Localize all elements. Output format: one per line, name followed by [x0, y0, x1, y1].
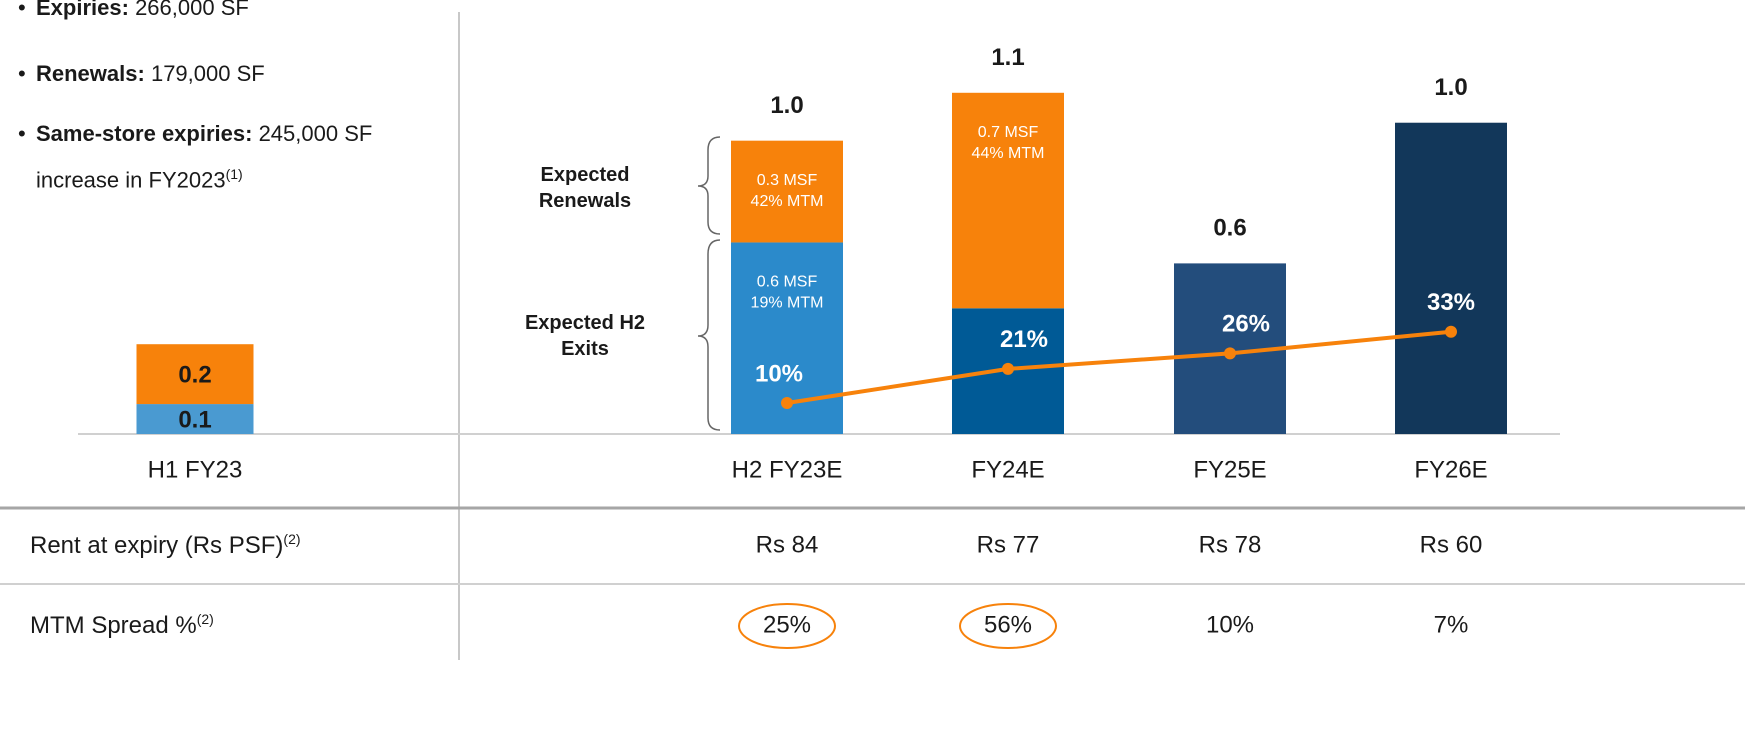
bullet-dot: • — [18, 0, 26, 20]
line-label: 26% — [1222, 311, 1270, 338]
line-label: 10% — [755, 360, 803, 387]
footnote: (2) — [283, 531, 301, 547]
bullet-body: 266,000 SF — [135, 0, 249, 20]
table-cell: Rs 84 — [756, 531, 819, 558]
line-label: 33% — [1427, 289, 1475, 316]
bullet: • Renewals: 179,000 SF — [18, 54, 448, 94]
line — [786, 329, 1452, 405]
line-point — [1445, 325, 1457, 338]
value-label: 0.3 MSF — [757, 172, 818, 189]
brace-label: Expected Renewals — [538, 164, 632, 212]
value-label: 0.6 MSF — [757, 274, 818, 291]
table-cell: Rs 78 — [1199, 531, 1262, 558]
row-label-text: MTM Spread % — [30, 612, 197, 639]
line-point — [1002, 362, 1014, 375]
x-tick-label: FY26E — [1414, 456, 1487, 483]
x-tick-label: H1 FY23 — [148, 456, 243, 483]
line-point — [1224, 347, 1236, 360]
bullet-bold: Renewals: — [36, 61, 145, 86]
bullet-text: Expiries: 266,000 SF — [36, 0, 446, 28]
x-tick-label: H2 FY23E — [732, 456, 843, 483]
bullet: • Expiries: 266,000 SF — [18, 0, 448, 28]
x-tick-label: FY25E — [1193, 456, 1266, 483]
row-label: MTM Spread %(2) — [30, 611, 214, 640]
value-label: 0.2 — [178, 361, 211, 388]
total-label: 1.0 — [770, 92, 803, 119]
highlight-circle — [738, 603, 836, 649]
footnote: (2) — [196, 611, 214, 627]
brace-label: Expected H2 Exits — [524, 312, 646, 360]
table-cell: 56% — [984, 611, 1032, 638]
row-label: Rent at expiry (Rs PSF)(2) — [30, 531, 301, 560]
bullet: • Same-store expiries: 245,000 SF increas… — [18, 114, 448, 200]
table-cell: Rs 77 — [977, 531, 1040, 558]
highlight-circle — [959, 603, 1057, 649]
total-label: 1.1 — [991, 44, 1024, 71]
bullet-text: Same-store expiries: 245,000 SF increase… — [36, 114, 446, 200]
bar-segment — [1395, 122, 1507, 435]
value-label: 0.1 — [178, 406, 211, 433]
line-label: 21% — [1000, 326, 1048, 353]
mtm-label: 19% MTM — [751, 295, 824, 312]
bar-segment — [136, 404, 254, 434]
mtm-label: 42% MTM — [751, 193, 824, 210]
brace — [697, 136, 721, 235]
mtm-label: 44% MTM — [972, 145, 1045, 162]
bar-segment — [952, 92, 1064, 309]
bullet-text: Renewals: 179,000 SF — [36, 54, 446, 94]
table-cell: Rs 60 — [1420, 531, 1483, 558]
table-cell: 10% — [1206, 611, 1254, 638]
footnote: (1) — [225, 166, 243, 182]
bullet-body: 179,000 SF — [150, 61, 265, 86]
table-cell: 25% — [763, 611, 811, 638]
row-label-text: Rent at expiry (Rs PSF) — [30, 532, 284, 559]
bullet-dot: • — [18, 61, 26, 86]
line-point — [781, 397, 793, 409]
brace — [697, 239, 721, 431]
x-tick-label: FY24E — [971, 456, 1044, 483]
bar-segment — [731, 140, 843, 243]
total-label: 0.6 — [1213, 215, 1246, 242]
bullet-dot: • — [18, 121, 26, 146]
bullet-bold: Same-store expiries: — [36, 121, 253, 146]
value-label: 0.7 MSF — [978, 124, 1039, 141]
bullet-body: 245,000 SF increase in FY2023 — [36, 121, 373, 193]
bar-segment — [136, 344, 254, 405]
bullet-bold: Expiries: — [36, 0, 129, 20]
table-cell: 7% — [1434, 611, 1469, 638]
total-label: 1.0 — [1434, 74, 1467, 101]
